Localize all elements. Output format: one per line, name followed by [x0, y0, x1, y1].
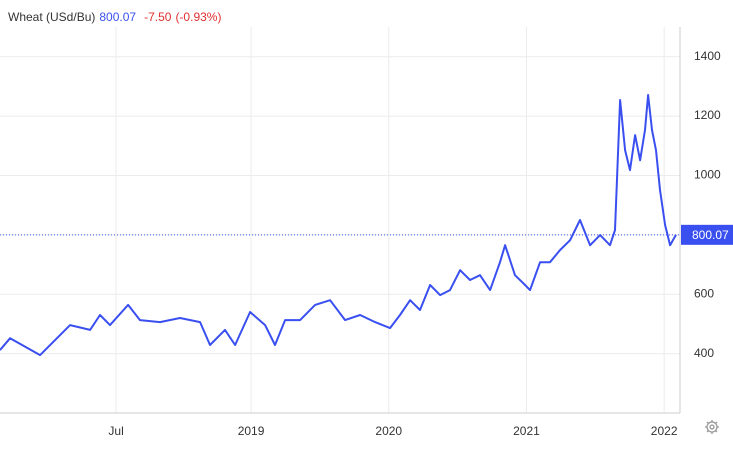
y-tick-label: 1200	[694, 108, 721, 122]
price-line	[0, 94, 677, 357]
title: Wheat (USd/Bu)	[8, 10, 95, 24]
last-price-label: 800.07	[692, 228, 729, 242]
x-tick-label: Jul	[108, 424, 123, 438]
y-tick-label: 1400	[694, 49, 721, 63]
x-tick-label: 2022	[651, 424, 678, 438]
y-tick-label: 1000	[694, 168, 721, 182]
settings-icon[interactable]	[705, 420, 719, 434]
change-pct: (-0.93%)	[175, 10, 221, 24]
last-price: 800.07	[99, 10, 136, 24]
x-tick-label: 2019	[238, 424, 265, 438]
last-price-tag	[681, 224, 733, 245]
x-tick-label: 2021	[513, 424, 540, 438]
chart-title: Wheat (USd/Bu) 800.07 -7.50 (-0.93%)	[8, 10, 221, 24]
change: -7.50	[144, 10, 172, 24]
y-tick-label: 400	[694, 346, 714, 360]
x-tick-label: 2020	[375, 424, 402, 438]
y-tick-label: 600	[694, 286, 714, 300]
